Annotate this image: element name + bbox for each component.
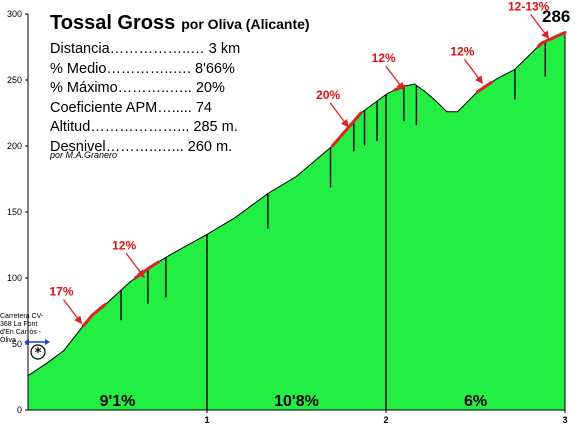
stat-altitude: Altitud………………... 285 m. (50, 119, 238, 135)
steep-section (82, 303, 107, 327)
y-tick-label: 200 (7, 141, 22, 151)
stats-panel: Distancia……………..… 3 km % Medio…………..…. 8… (50, 40, 240, 157)
slope-arrow (62, 299, 83, 325)
stat-max-gradient: % Máximo………..….. 20% (50, 80, 225, 96)
origin-label: Carretera CV-368 La Font d'En Carròs - O… (0, 313, 44, 344)
steep-section (536, 31, 567, 49)
y-tick-label: 250 (7, 75, 22, 85)
y-tick-label: 300 (7, 9, 22, 19)
peak-altitude-label: 286 (542, 7, 571, 26)
km-gradient-label: 9'1% (100, 393, 136, 410)
slope-arrow (125, 252, 145, 278)
steep-section (475, 80, 494, 94)
slope-arrow (385, 65, 405, 91)
stat-apm-coefficient: Coeficiente APM…..... 74 (50, 99, 212, 116)
steep-section (330, 111, 363, 148)
y-tick-label: 100 (7, 273, 22, 283)
x-tick-label: 1 (204, 415, 209, 425)
climb-location: por Oliva (Alicante) (181, 16, 310, 32)
km-gradient-label: 10'8% (274, 393, 319, 410)
slope-label: 12-13% (508, 0, 550, 13)
slope-label: 12% (450, 44, 474, 58)
slope-arrow (329, 102, 349, 128)
slope-arrow (463, 58, 483, 84)
stat-distance: Distancia……………..… 3 km (50, 41, 241, 57)
climb-name: Tossal Gross (50, 12, 176, 34)
km-gradient-label: 6% (464, 393, 487, 410)
origin-arrow-left-head (24, 339, 29, 345)
x-tick-label: 2 (383, 415, 388, 425)
origin-circle-icon (30, 344, 46, 360)
stat-average-gradient: % Medio…………..…. 8'66% (50, 60, 235, 77)
slope-label: 17% (49, 285, 73, 299)
slope-label: 12% (372, 51, 396, 65)
slope-label: 20% (316, 88, 340, 102)
slope-label: 12% (112, 238, 136, 252)
origin-arrow-right-head (45, 339, 50, 345)
y-tick-label: 0 (17, 405, 22, 415)
slope-arrow (530, 14, 550, 40)
x-tick-label: 3 (562, 415, 567, 425)
stat-elevation-gain: Desnivel………..…... 260 m. (50, 138, 233, 155)
y-tick-label: 50 (12, 339, 22, 349)
author-credit: por M.A.Granero (50, 150, 118, 160)
y-tick-label: 150 (7, 207, 22, 217)
asterisk-icon: * (35, 346, 42, 361)
chart-title: Tossal Gross por Oliva (Alicante) (50, 12, 310, 35)
